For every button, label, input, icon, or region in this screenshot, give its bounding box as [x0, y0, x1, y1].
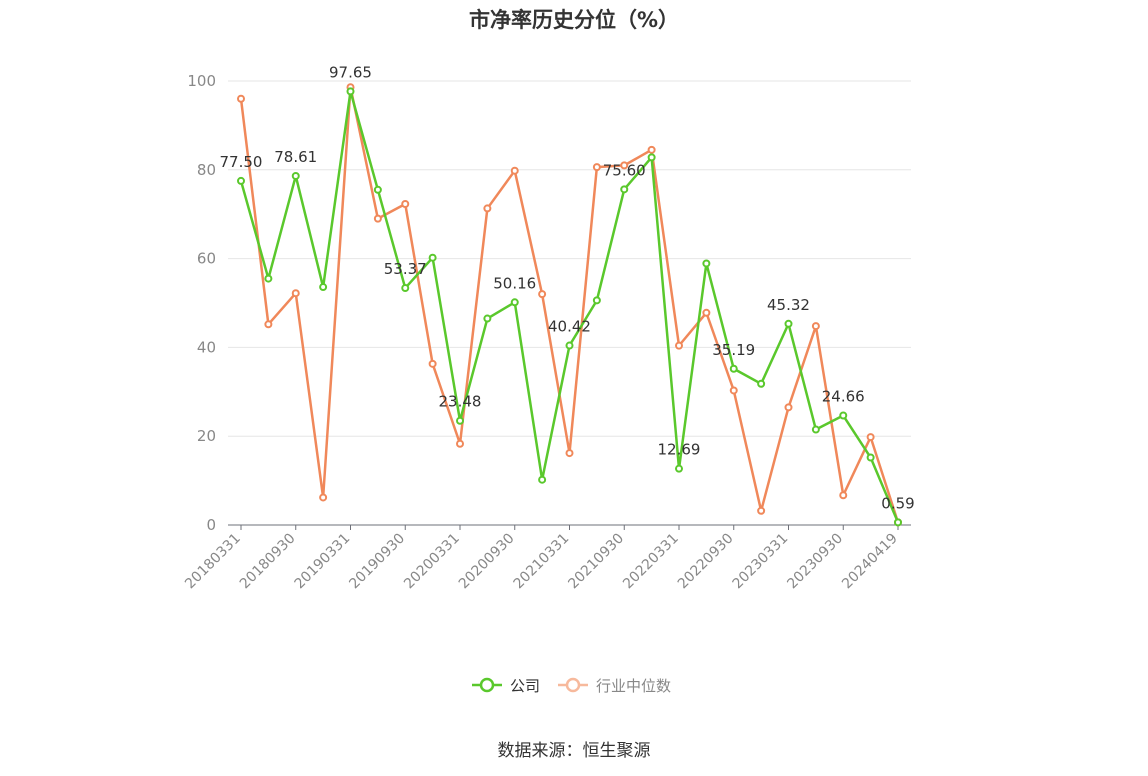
- data-point: [757, 379, 766, 388]
- x-tick-label: 20220331: [620, 531, 682, 593]
- data-point: [757, 506, 766, 515]
- data-point: [675, 464, 683, 473]
- data-point: [346, 87, 355, 96]
- data-point: [894, 518, 902, 527]
- data-label: 77.50: [220, 153, 263, 171]
- x-tick-label: 20240419: [839, 531, 901, 593]
- data-point: [538, 290, 547, 299]
- x-tick-label: 20230331: [730, 531, 792, 593]
- data-label: 75.60: [603, 161, 646, 179]
- data-point: [538, 475, 547, 484]
- data-label: 45.32: [767, 296, 810, 314]
- data-point: [456, 416, 464, 425]
- data-point: [702, 308, 711, 317]
- data-label: 12.69: [658, 441, 701, 459]
- data-point: [373, 185, 382, 194]
- legend-label: 公司: [510, 677, 540, 695]
- data-point: [319, 283, 328, 292]
- data-label: 35.19: [712, 341, 755, 359]
- data-point: [237, 94, 245, 103]
- data-point: [401, 284, 410, 293]
- y-tick-label: 20: [197, 427, 216, 445]
- data-point: [839, 411, 848, 420]
- data-point: [675, 341, 683, 350]
- chart-title: 市净率历史分位（%）: [468, 8, 680, 32]
- data-label: 0.59: [881, 494, 914, 512]
- data-point: [565, 341, 574, 350]
- data-point: [483, 314, 492, 323]
- y-tick-label: 60: [197, 250, 216, 268]
- data-label: 50.16: [493, 274, 536, 292]
- data-point: [647, 153, 656, 162]
- data-label: 97.65: [329, 63, 372, 81]
- legend-label: 行业中位数: [596, 677, 671, 695]
- data-point: [456, 439, 464, 448]
- x-tick-label: 20220930: [675, 531, 737, 593]
- data-point: [729, 364, 738, 373]
- data-point: [373, 214, 382, 223]
- data-point: [620, 185, 629, 194]
- data-point: [784, 319, 793, 328]
- x-tick-label: 20210331: [511, 531, 573, 593]
- data-point: [291, 171, 300, 180]
- data-label: 53.37: [384, 260, 427, 278]
- data-point: [620, 161, 629, 170]
- data-point: [784, 403, 793, 412]
- legend-marker: [565, 677, 581, 693]
- data-point: [319, 493, 328, 502]
- data-point: [264, 320, 273, 329]
- data-point: [811, 322, 820, 331]
- data-point: [237, 176, 245, 185]
- data-point: [565, 449, 574, 458]
- data-point: [264, 274, 273, 283]
- x-tick-label: 20190331: [292, 531, 354, 593]
- y-tick-label: 80: [197, 161, 216, 179]
- data-point: [647, 145, 656, 154]
- x-tick-label: 20190930: [346, 531, 408, 593]
- source-text: 数据来源：恒生聚源: [497, 741, 651, 761]
- data-point: [702, 259, 711, 268]
- data-point: [592, 296, 601, 305]
- data-label: 24.66: [822, 388, 865, 406]
- data-point: [866, 453, 875, 462]
- x-tick-label: 20180331: [182, 531, 244, 593]
- data-point: [483, 204, 492, 213]
- data-point: [428, 359, 437, 368]
- x-tick-label: 20200930: [456, 531, 518, 593]
- data-label: 78.61: [274, 148, 317, 166]
- x-tick-label: 20210930: [565, 531, 627, 593]
- x-tick-label: 20230930: [784, 531, 846, 593]
- legend-marker: [479, 677, 495, 693]
- data-point: [401, 199, 410, 208]
- data-label: 23.48: [439, 393, 482, 411]
- x-tick-label: 20200331: [401, 531, 463, 593]
- data-point: [866, 433, 875, 442]
- data-point: [428, 253, 437, 262]
- data-point: [811, 425, 820, 434]
- data-point: [592, 163, 601, 172]
- data-point: [510, 298, 519, 307]
- data-point: [839, 491, 848, 500]
- y-tick-label: 0: [206, 516, 216, 534]
- data-point: [510, 166, 519, 175]
- x-tick-label: 20180930: [237, 531, 299, 593]
- data-point: [729, 386, 738, 395]
- y-tick-label: 100: [187, 72, 216, 90]
- data-point: [291, 289, 300, 298]
- y-tick-label: 40: [197, 338, 216, 356]
- data-label: 40.42: [548, 318, 591, 336]
